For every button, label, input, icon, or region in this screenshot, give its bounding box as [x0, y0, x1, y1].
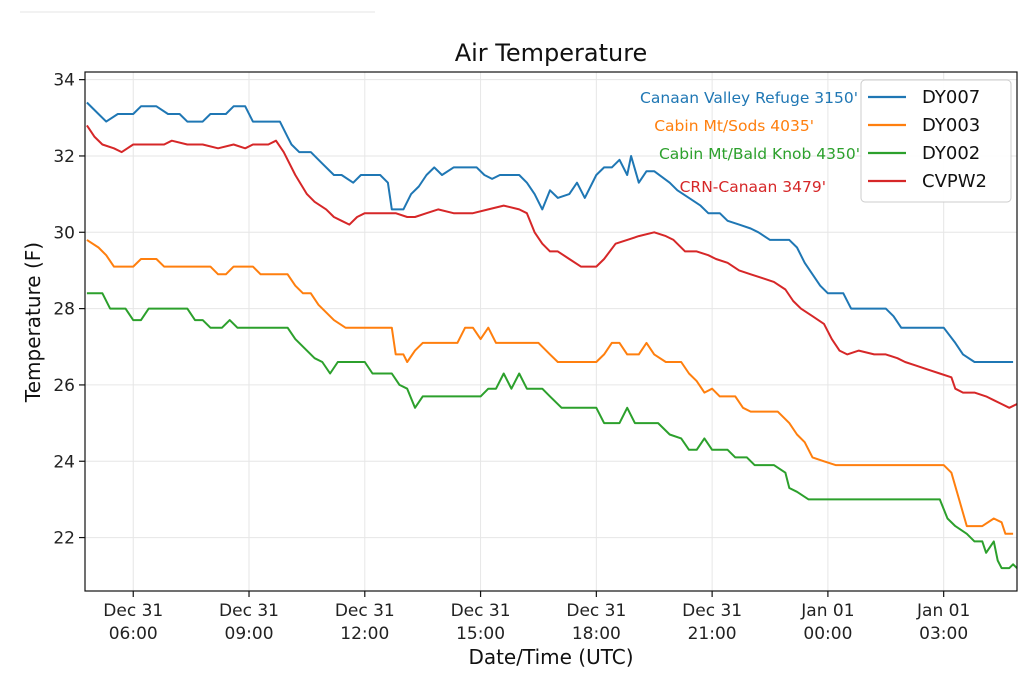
x-tick-label-date: Dec 31 [103, 601, 163, 621]
x-axis-label: Date/Time (UTC) [468, 645, 633, 669]
y-tick-label: 28 [53, 300, 75, 320]
legend-box [860, 79, 1012, 203]
x-tick-label-date: Dec 31 [219, 601, 279, 621]
y-tick-label: 32 [53, 147, 75, 167]
annotation-canaan-valley-refuge: Canaan Valley Refuge 3150' [640, 89, 858, 107]
y-tick-label: 26 [53, 376, 75, 396]
legend-label-dy002: DY002 [922, 143, 980, 164]
legend: DY007 DY003 DY002 CVPW2 [860, 79, 1012, 203]
series-line-cvpw2 [86, 124, 1018, 409]
series-line-dy003 [86, 239, 1014, 535]
annotation-cabin-mt-bald-knob: Cabin Mt/Bald Knob 4350' [659, 145, 860, 163]
x-tick-label-date: Dec 31 [566, 601, 626, 621]
x-tick-label-date: Jan 01 [800, 601, 854, 621]
annotation-cabin-mt-sods: Cabin Mt/Sods 4035' [654, 117, 814, 135]
annotation-crn-canaan: CRN-Canaan 3479' [680, 178, 826, 196]
series-line-dy007 [86, 101, 1014, 363]
x-tick-label-time: 12:00 [340, 624, 389, 644]
y-tick-label: 24 [53, 452, 75, 472]
x-tick-label-time: 21:00 [688, 624, 737, 644]
series-line-dy002 [86, 292, 1018, 570]
plot-area-frame [84, 71, 1018, 592]
chart-title: Air Temperature [455, 39, 648, 67]
legend-label-dy003: DY003 [922, 115, 980, 136]
x-tick-label-time: 18:00 [572, 624, 621, 644]
x-tick-label-date: Dec 31 [335, 601, 395, 621]
x-axis-ticks: Dec 31 06:00 Dec 31 09:00 Dec 31 12:00 Dec 31 1… [103, 591, 970, 644]
legend-label-dy007: DY007 [922, 87, 980, 108]
x-tick-label-time: 03:00 [919, 624, 968, 644]
x-tick-label-date: Dec 31 [451, 601, 511, 621]
legend-label-cvpw2: CVPW2 [922, 171, 987, 192]
x-tick-label-time: 06:00 [109, 624, 158, 644]
y-tick-label: 34 [53, 71, 75, 91]
x-tick-label-date: Jan 01 [916, 601, 970, 621]
y-axis-ticks: 22 24 26 28 30 32 34 [53, 71, 85, 549]
x-tick-label-time: 00:00 [803, 624, 852, 644]
x-tick-label-date: Dec 31 [682, 601, 742, 621]
y-tick-label: 30 [53, 223, 75, 243]
series-layer [86, 101, 1018, 570]
y-axis-label: Temperature (F) [21, 242, 45, 403]
x-tick-label-time: 15:00 [456, 624, 505, 644]
y-tick-label: 22 [53, 529, 75, 549]
x-tick-label-time: 09:00 [225, 624, 274, 644]
